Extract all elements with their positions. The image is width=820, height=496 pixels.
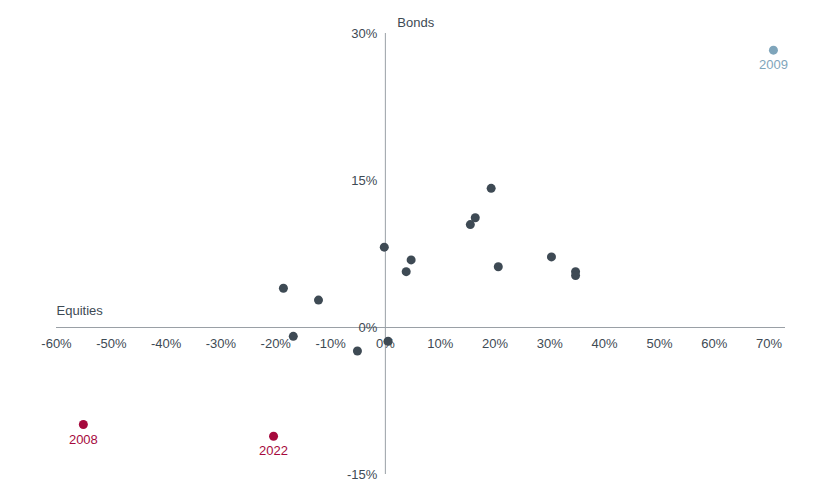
svg-text:2022: 2022 (259, 443, 288, 458)
svg-text:10%: 10% (427, 336, 453, 351)
svg-text:2009: 2009 (759, 57, 788, 72)
svg-text:50%: 50% (646, 336, 672, 351)
svg-text:-10%: -10% (315, 336, 346, 351)
svg-text:Equities: Equities (57, 303, 104, 318)
svg-text:60%: 60% (701, 336, 727, 351)
svg-text:40%: 40% (592, 336, 618, 351)
svg-text:0%: 0% (376, 336, 395, 351)
svg-text:0%: 0% (359, 320, 378, 335)
svg-text:30%: 30% (537, 336, 563, 351)
svg-text:-30%: -30% (206, 336, 237, 351)
svg-text:-15%: -15% (347, 467, 378, 482)
svg-text:20%: 20% (482, 336, 508, 351)
svg-text:2008: 2008 (69, 432, 98, 447)
svg-text:30%: 30% (351, 26, 377, 41)
svg-text:Bonds: Bonds (397, 15, 434, 30)
svg-text:-20%: -20% (261, 336, 292, 351)
svg-text:-60%: -60% (41, 336, 72, 351)
svg-text:70%: 70% (756, 336, 782, 351)
svg-text:-40%: -40% (151, 336, 182, 351)
svg-text:15%: 15% (351, 173, 377, 188)
svg-text:-50%: -50% (96, 336, 127, 351)
